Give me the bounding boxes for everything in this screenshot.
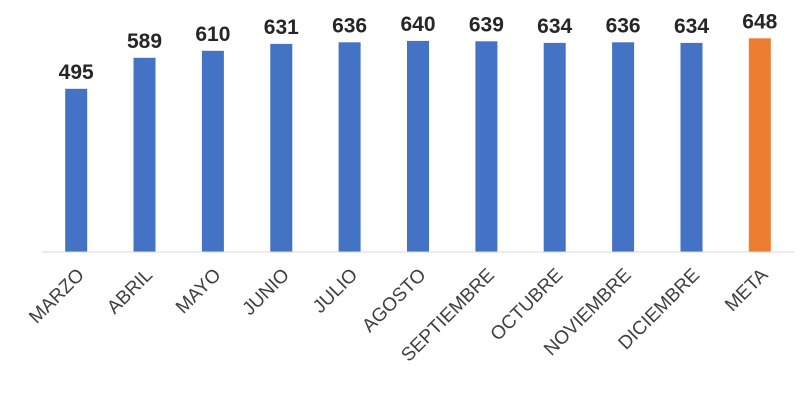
bar-julio	[338, 42, 361, 252]
value-label-diciembre: 634	[674, 15, 709, 38]
category-label-agosto: AGOSTO	[358, 265, 430, 337]
bar-meta	[748, 38, 771, 252]
bar-septiembre	[475, 41, 498, 252]
value-label-mayo: 610	[195, 23, 230, 46]
category-label-marzo: MARZO	[25, 265, 88, 328]
value-label-junio: 631	[264, 16, 299, 39]
category-label-abril: ABRIL	[103, 265, 157, 319]
bar-octubre	[543, 42, 566, 253]
bar-diciembre	[680, 42, 703, 253]
category-labels-group: MARZO ABRIL MAYO JUNIO JULIOAGOSTOSEPTIEMBRE…	[25, 264, 772, 366]
value-labels-group: 495 589 610 631 636 640 639 634 636 634 648	[59, 10, 778, 84]
value-label-abril: 589	[127, 30, 162, 53]
value-label-agosto: 640	[400, 13, 435, 36]
category-label-junio: JUNIO	[239, 265, 294, 320]
value-label-septiembre: 639	[469, 13, 504, 36]
bar-mayo	[201, 50, 224, 252]
category-label-julio: JULIO	[309, 265, 362, 318]
category-label-meta: META	[721, 264, 772, 315]
category-label-mayo: MAYO	[172, 265, 225, 318]
value-label-noviembre: 636	[606, 14, 641, 37]
bar-junio	[270, 43, 293, 253]
value-label-meta: 648	[742, 10, 777, 33]
bar-agosto	[407, 40, 429, 253]
value-label-octubre: 634	[537, 15, 572, 38]
bar-noviembre	[612, 42, 635, 252]
bar-abril	[133, 57, 156, 252]
value-label-julio: 636	[332, 14, 367, 37]
bar-marzo	[65, 88, 88, 252]
value-label-marzo: 495	[59, 61, 94, 84]
bars-group	[65, 38, 771, 253]
